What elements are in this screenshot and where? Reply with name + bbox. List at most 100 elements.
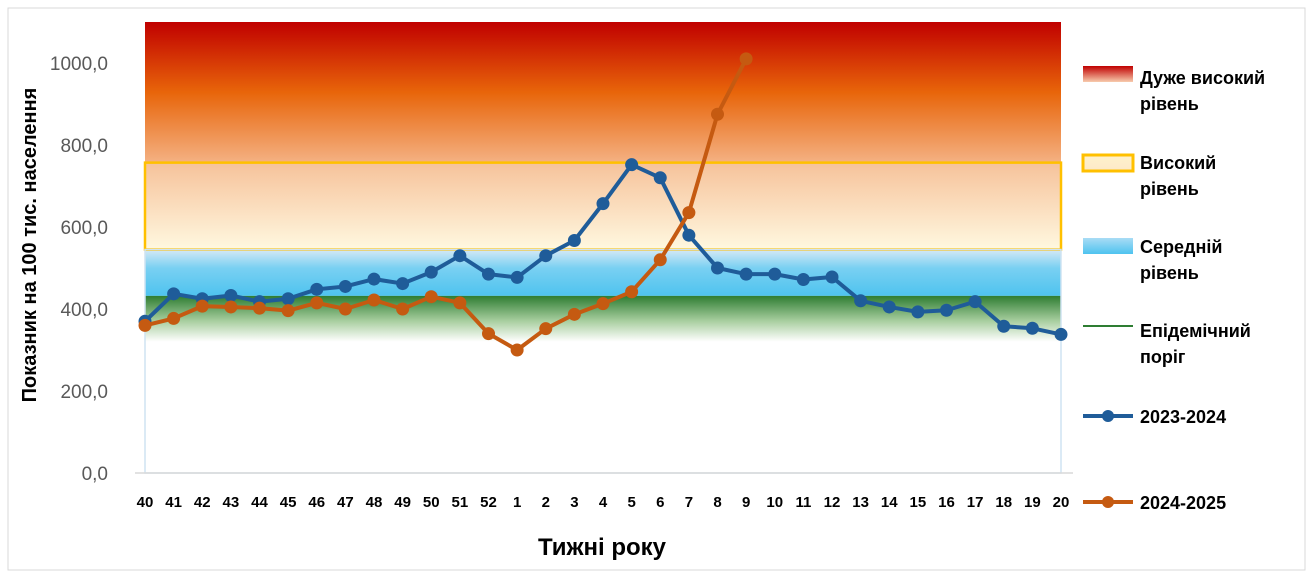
data-point-2023-2024 xyxy=(825,270,839,284)
legend: Дуже високий рівень Високий рівень Серед… xyxy=(1081,66,1265,513)
data-point-2024-2025 xyxy=(567,307,581,321)
data-point-2024-2025 xyxy=(682,206,696,220)
data-point-2024-2025 xyxy=(396,302,410,316)
data-point-2023-2024 xyxy=(367,272,381,286)
data-point-2024-2025 xyxy=(739,52,753,66)
x-tick-label: 6 xyxy=(656,494,664,511)
data-point-2023-2024 xyxy=(453,249,467,263)
data-point-2024-2025 xyxy=(167,311,181,325)
y-tick-label: 400,0 xyxy=(60,300,108,321)
data-point-2024-2025 xyxy=(596,297,610,311)
x-tick-label: 1 xyxy=(513,494,521,511)
y-tick-label: 600,0 xyxy=(60,218,108,239)
x-tick-label: 48 xyxy=(366,494,383,511)
legend-label-very-high: Дуже високий xyxy=(1140,68,1265,88)
data-point-2023-2024 xyxy=(482,267,495,281)
data-point-2024-2025 xyxy=(310,296,324,310)
data-point-2023-2024 xyxy=(596,197,610,211)
data-point-2024-2025 xyxy=(539,322,553,336)
data-point-2023-2024 xyxy=(338,279,352,293)
legend-label-threshold-2: поріг xyxy=(1140,347,1186,367)
legend-item-threshold: Епідемічний поріг xyxy=(1083,321,1251,367)
legend-swatch-high xyxy=(1081,153,1135,173)
data-point-2023-2024 xyxy=(310,282,324,296)
x-tick-label: 45 xyxy=(280,494,297,511)
data-point-2023-2024 xyxy=(396,277,410,291)
data-point-2024-2025 xyxy=(281,304,295,318)
series-line-2024-2025 xyxy=(144,57,748,352)
legend-item-medium: Середній рівень xyxy=(1083,237,1222,283)
series-2024-2025 xyxy=(138,52,753,357)
legend-label-threshold: Епідемічний xyxy=(1140,321,1251,341)
x-tick-label: 9 xyxy=(742,494,750,511)
x-tick-label: 16 xyxy=(938,494,955,511)
x-tick-label: 8 xyxy=(713,494,721,511)
data-point-2023-2024 xyxy=(739,267,753,281)
x-tick-label: 5 xyxy=(627,494,635,511)
legend-label-high: Високий xyxy=(1140,153,1216,173)
data-point-2023-2024 xyxy=(854,294,868,308)
x-tick-label: 49 xyxy=(394,494,411,511)
legend-item-2024-2025: 2024-2025 xyxy=(1083,493,1226,513)
x-tick-label: 17 xyxy=(967,494,984,511)
x-tick-label: 20 xyxy=(1053,494,1070,511)
data-point-2023-2024 xyxy=(567,234,581,248)
data-point-2024-2025 xyxy=(367,293,381,307)
data-point-2023-2024 xyxy=(510,270,524,284)
data-point-2024-2025 xyxy=(653,253,667,267)
legend-swatch-very-high xyxy=(1083,66,1133,82)
data-point-2023-2024 xyxy=(625,158,639,172)
x-tick-label: 19 xyxy=(1024,494,1041,511)
x-tick-label: 44 xyxy=(251,494,268,511)
x-tick-label: 42 xyxy=(194,494,211,511)
data-point-2023-2024 xyxy=(911,305,925,319)
x-tick-label: 15 xyxy=(910,494,927,511)
data-point-2023-2024 xyxy=(796,272,810,286)
legend-swatch-medium xyxy=(1083,238,1133,254)
x-tick-label: 13 xyxy=(852,494,869,511)
series-layer xyxy=(138,52,1068,357)
data-point-2024-2025 xyxy=(195,299,209,313)
x-tick-label: 12 xyxy=(824,494,841,511)
y-tick-label: 200,0 xyxy=(60,382,108,403)
legend-label-medium: Середній xyxy=(1140,237,1222,257)
x-tick-label: 3 xyxy=(570,494,578,511)
legend-label-very-high-2: рівень xyxy=(1140,94,1199,114)
legend-label-medium-2: рівень xyxy=(1140,263,1199,283)
data-point-2024-2025 xyxy=(482,327,495,341)
band-medium xyxy=(145,249,1061,296)
data-point-2023-2024 xyxy=(882,300,896,314)
data-point-2023-2024 xyxy=(768,267,782,281)
data-point-2023-2024 xyxy=(940,303,953,317)
data-point-2024-2025 xyxy=(338,302,352,316)
legend-item-high: Високий рівень xyxy=(1081,153,1216,199)
data-point-2024-2025 xyxy=(224,300,238,314)
x-tick-label: 46 xyxy=(308,494,325,511)
y-axis-title: Показник на 100 тис. населення xyxy=(19,88,41,403)
x-tick-label: 52 xyxy=(480,494,497,511)
x-tick-label: 4 xyxy=(599,494,608,511)
y-tick-label: 800,0 xyxy=(60,136,108,157)
x-tick-label: 43 xyxy=(223,494,240,511)
data-point-2023-2024 xyxy=(682,228,696,242)
data-point-2024-2025 xyxy=(711,107,724,121)
data-point-2023-2024 xyxy=(1025,321,1039,335)
legend-marker-2023-2024 xyxy=(1102,410,1114,422)
level-bands xyxy=(143,22,1063,474)
data-point-2023-2024 xyxy=(997,319,1011,333)
x-tick-label: 7 xyxy=(685,494,693,511)
data-point-2023-2024 xyxy=(653,171,667,185)
legend-label-2024-2025: 2024-2025 xyxy=(1140,493,1226,513)
legend-marker-2024-2025 xyxy=(1102,496,1114,508)
x-tick-label: 51 xyxy=(452,494,469,511)
x-tick-label: 41 xyxy=(165,494,182,511)
data-point-2024-2025 xyxy=(453,296,467,310)
x-tick-label: 10 xyxy=(766,494,783,511)
x-tick-label: 2 xyxy=(542,494,550,511)
x-axis-title: Тижні року xyxy=(538,534,667,561)
data-point-2024-2025 xyxy=(138,318,152,332)
x-tick-label: 11 xyxy=(795,494,811,511)
